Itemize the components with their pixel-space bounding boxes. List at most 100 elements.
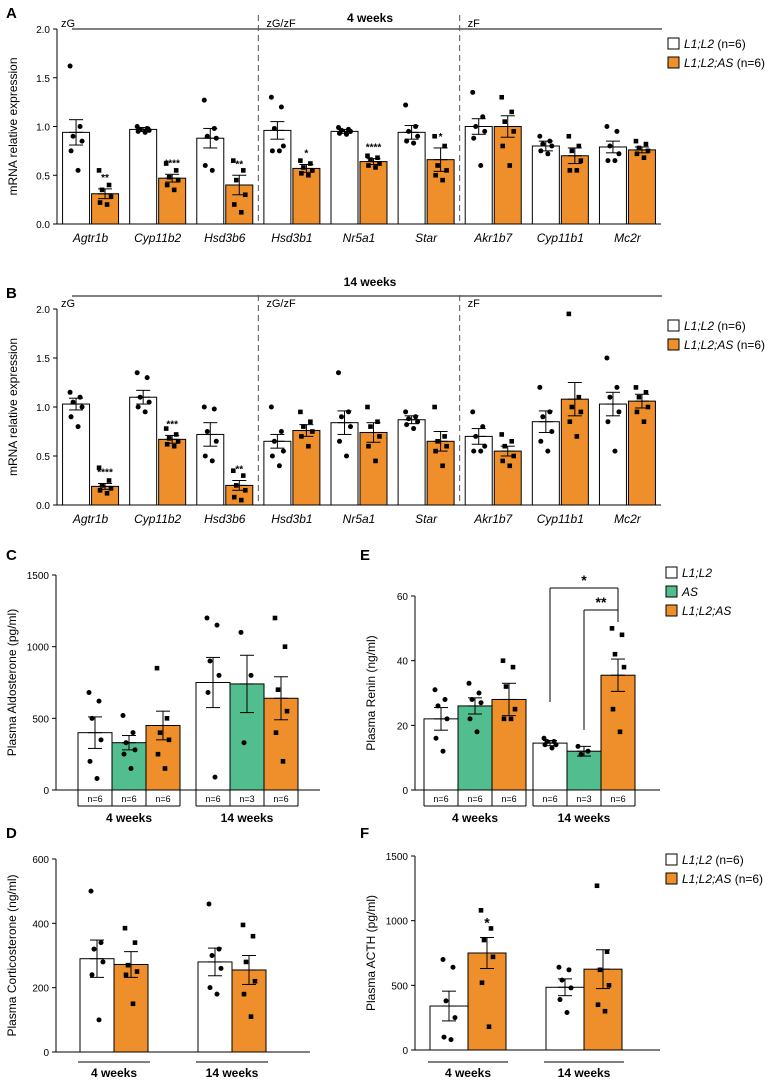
data-point — [99, 187, 105, 193]
data-point — [488, 926, 494, 931]
data-point — [211, 406, 217, 412]
data-point — [502, 119, 508, 124]
bracket-label: ** — [596, 594, 607, 610]
group-label: 4 weeks — [452, 811, 498, 825]
data-point — [175, 177, 181, 183]
legend-renin-label: L1;L2;AS — [682, 604, 731, 618]
x-tick-label: Hsd3b1 — [271, 512, 312, 526]
data-point — [280, 448, 286, 454]
significance-mark: **** — [366, 143, 382, 154]
data-point — [568, 985, 574, 991]
data-point — [406, 416, 412, 422]
bar-hsd3b1-l1l2as — [292, 430, 321, 506]
data-point — [499, 94, 505, 100]
data-point — [282, 644, 288, 649]
panel-A-y-label: mRNA relative expression — [6, 57, 20, 195]
data-point — [238, 210, 244, 215]
x-tick-label: Akr1b7 — [473, 512, 513, 526]
legend-n-label: (n=6) — [733, 338, 765, 352]
n-label: n=6 — [155, 794, 170, 804]
legend-label: L1;L2 (n=6) — [684, 37, 746, 51]
data-point — [308, 419, 313, 424]
n-label: n=6 — [87, 794, 102, 804]
data-point — [444, 443, 449, 449]
legend-n-label: (n=6) — [714, 37, 746, 51]
data-point — [605, 419, 611, 425]
data-point — [553, 742, 559, 748]
data-point — [609, 626, 615, 631]
n-label: n=3 — [239, 794, 254, 804]
data-point — [157, 730, 163, 735]
data-point — [202, 453, 208, 459]
data-point — [507, 463, 513, 469]
bar-l1l2-14wk — [545, 986, 585, 1051]
panel-E-y-tick-label: 60 — [397, 592, 409, 603]
data-point — [474, 729, 480, 735]
data-point — [218, 965, 224, 971]
data-point — [616, 409, 622, 415]
data-point — [77, 124, 83, 129]
bar-cyp11b1-l1l2as — [560, 398, 589, 506]
data-point — [276, 463, 282, 469]
data-point — [96, 465, 102, 471]
data-point — [135, 128, 141, 134]
panel-D-y-tick-label: 0 — [43, 1048, 49, 1059]
data-point — [212, 774, 218, 780]
panel-E-y-tick-label: 20 — [397, 721, 409, 732]
n-label: n=6 — [205, 794, 220, 804]
x-tick-label: Cyp11b1 — [537, 231, 584, 245]
panel-letter: E — [360, 547, 370, 564]
data-point — [610, 706, 616, 712]
data-point — [166, 174, 172, 180]
panel-E-y-label: Plasma Renin (ng/ml) — [364, 635, 378, 750]
data-point — [556, 964, 562, 970]
data-point — [604, 949, 610, 955]
data-point — [569, 404, 575, 410]
data-point — [503, 684, 509, 689]
data-point — [348, 424, 353, 430]
data-point — [164, 441, 170, 447]
data-point — [469, 696, 475, 702]
data-point — [576, 143, 582, 149]
data-point — [337, 438, 342, 444]
data-point — [96, 168, 102, 173]
data-point — [576, 394, 582, 400]
data-point — [567, 419, 573, 424]
data-point — [268, 404, 274, 410]
data-point — [433, 172, 438, 178]
bar-as-4wk — [457, 705, 493, 791]
data-point — [271, 125, 277, 131]
data-point — [271, 438, 277, 444]
data-point — [366, 443, 371, 449]
data-point — [213, 135, 219, 141]
data-point — [68, 414, 74, 420]
data-point — [641, 419, 647, 424]
group-label: 14 weeks — [558, 811, 611, 825]
data-point — [142, 409, 148, 415]
panel-F-y-tick-label: 0 — [402, 1046, 408, 1057]
bar-nr5a1-l1l2as — [359, 161, 388, 225]
significance-mark: **** — [97, 467, 113, 478]
data-point — [68, 148, 74, 154]
panel-A-y-tick-label: 1.5 — [36, 74, 50, 85]
data-point — [432, 133, 437, 139]
data-point — [130, 1001, 136, 1007]
data-point — [636, 394, 642, 400]
data-point — [171, 443, 177, 449]
data-point — [443, 998, 449, 1004]
data-point — [97, 200, 103, 205]
bar-akr1b7-l1l2as — [493, 126, 522, 225]
data-point — [137, 394, 143, 400]
panel-B-y-tick-label: 1.0 — [36, 403, 50, 414]
group-label: 14 weeks — [206, 1066, 259, 1080]
region-label: zF — [468, 18, 481, 30]
data-point — [440, 463, 445, 469]
data-point — [204, 429, 210, 434]
group-label: 14 weeks — [221, 811, 274, 825]
legend-acth-n-label: (n=6) — [731, 872, 763, 886]
data-point — [97, 488, 103, 493]
significance-mark: * — [304, 149, 308, 160]
group-label: 4 weeks — [91, 1066, 137, 1080]
n-label: n=6 — [433, 794, 448, 804]
significance-mark: *** — [166, 419, 178, 430]
